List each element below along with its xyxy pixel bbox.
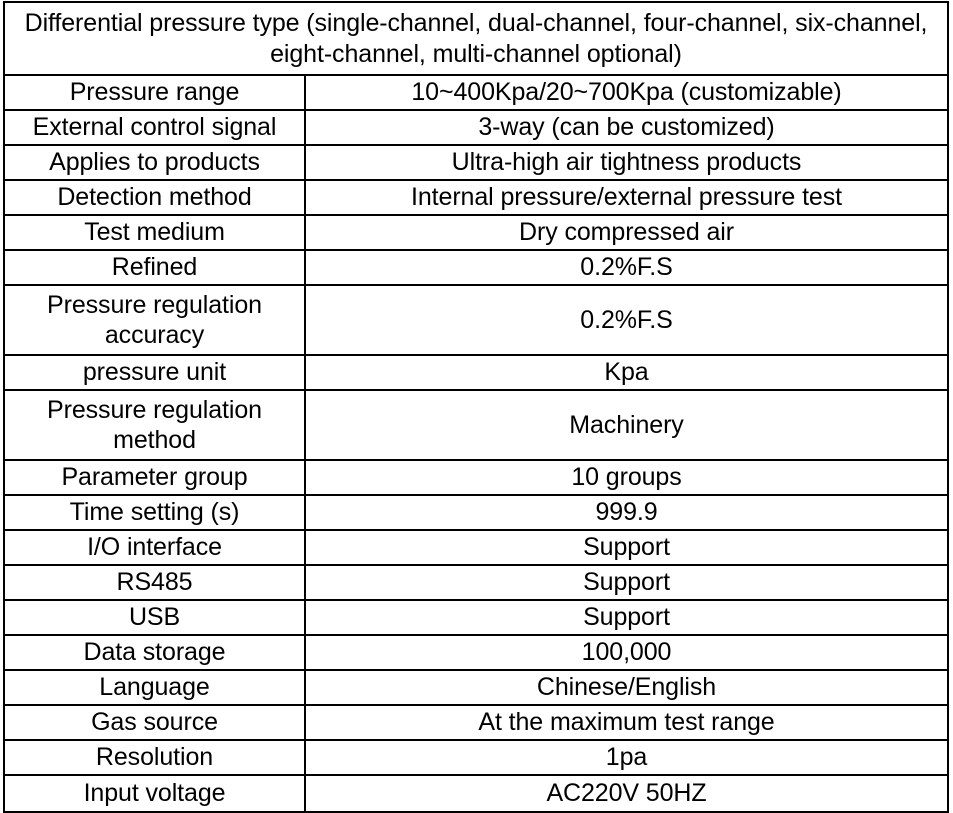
- row-label-cell: Gas source: [5, 705, 306, 741]
- row-label-cell: Data storage: [5, 635, 306, 671]
- table-row: Gas source At the maximum test range: [5, 705, 947, 741]
- table-row: Pressure regulation method Machinery: [5, 390, 947, 461]
- table-row: Resolution 1pa: [5, 740, 947, 776]
- row-label-cell: Test medium: [5, 215, 306, 251]
- row-label-cell: External control signal: [5, 110, 306, 146]
- table-header-cell: Differential pressure type (single-chann…: [5, 3, 947, 76]
- row-label-cell: Pressure regulation method: [5, 390, 306, 461]
- row-label-cell: Parameter group: [5, 460, 306, 496]
- row-value-cell: AC220V 50HZ: [305, 775, 947, 813]
- row-value-cell: 100,000: [305, 635, 947, 671]
- table-row: Time setting (s) 999.9: [5, 495, 947, 531]
- table-row: Pressure regulation accuracy 0.2%F.S: [5, 285, 947, 356]
- row-value-cell: Internal pressure/external pressure test: [305, 180, 947, 216]
- table-row: Input voltage AC220V 50HZ: [5, 775, 947, 813]
- row-label-cell: USB: [5, 600, 306, 636]
- row-label-cell: Pressure regulation accuracy: [5, 285, 306, 356]
- row-value-cell: 1pa: [305, 740, 947, 776]
- row-label-cell: Time setting (s): [5, 495, 306, 531]
- table-row: Language Chinese/English: [5, 670, 947, 706]
- specification-table-container: Differential pressure type (single-chann…: [3, 1, 949, 813]
- table-row: Test medium Dry compressed air: [5, 215, 947, 251]
- row-value-cell: At the maximum test range: [305, 705, 947, 741]
- table-row: Detection method Internal pressure/extern…: [5, 180, 947, 216]
- row-value-cell: 0.2%F.S: [305, 250, 947, 286]
- row-value-cell: 3-way (can be customized): [305, 110, 947, 146]
- table-row: Data storage 100,000: [5, 635, 947, 671]
- table-row: Parameter group 10 groups: [5, 460, 947, 496]
- table-row: Refined 0.2%F.S: [5, 250, 947, 286]
- table-row: pressure unit Kpa: [5, 355, 947, 391]
- row-value-cell: 999.9: [305, 495, 947, 531]
- row-value-cell: 0.2%F.S: [305, 285, 947, 356]
- row-label-cell: Language: [5, 670, 306, 706]
- row-label-cell: Pressure range: [5, 75, 306, 111]
- row-value-cell: Ultra-high air tightness products: [305, 145, 947, 181]
- row-label-cell: Applies to products: [5, 145, 306, 181]
- table-row: I/O interface Support: [5, 530, 947, 566]
- table-header-row: Differential pressure type (single-chann…: [5, 3, 947, 76]
- table-row: RS485 Support: [5, 565, 947, 601]
- row-label-cell: RS485: [5, 565, 306, 601]
- table-row: Pressure range 10~400Kpa/20~700Kpa (custo…: [5, 75, 947, 111]
- row-value-cell: Support: [305, 530, 947, 566]
- row-value-cell: Kpa: [305, 355, 947, 391]
- row-value-cell: Machinery: [305, 390, 947, 461]
- row-value-cell: Chinese/English: [305, 670, 947, 706]
- row-value-cell: Dry compressed air: [305, 215, 947, 251]
- row-value-cell: 10~400Kpa/20~700Kpa (customizable): [305, 75, 947, 111]
- table-row: External control signal 3-way (can be cus…: [5, 110, 947, 146]
- specification-table: Differential pressure type (single-chann…: [5, 3, 947, 813]
- row-value-cell: 10 groups: [305, 460, 947, 496]
- row-label-cell: Refined: [5, 250, 306, 286]
- row-label-cell: Resolution: [5, 740, 306, 776]
- row-value-cell: Support: [305, 600, 947, 636]
- specification-table-body: Differential pressure type (single-chann…: [5, 3, 947, 813]
- row-label-cell: pressure unit: [5, 355, 306, 391]
- table-row: Applies to products Ultra-high air tightn…: [5, 145, 947, 181]
- table-row: USB Support: [5, 600, 947, 636]
- row-label-cell: Detection method: [5, 180, 306, 216]
- row-label-cell: Input voltage: [5, 775, 306, 813]
- row-value-cell: Support: [305, 565, 947, 601]
- row-label-cell: I/O interface: [5, 530, 306, 566]
